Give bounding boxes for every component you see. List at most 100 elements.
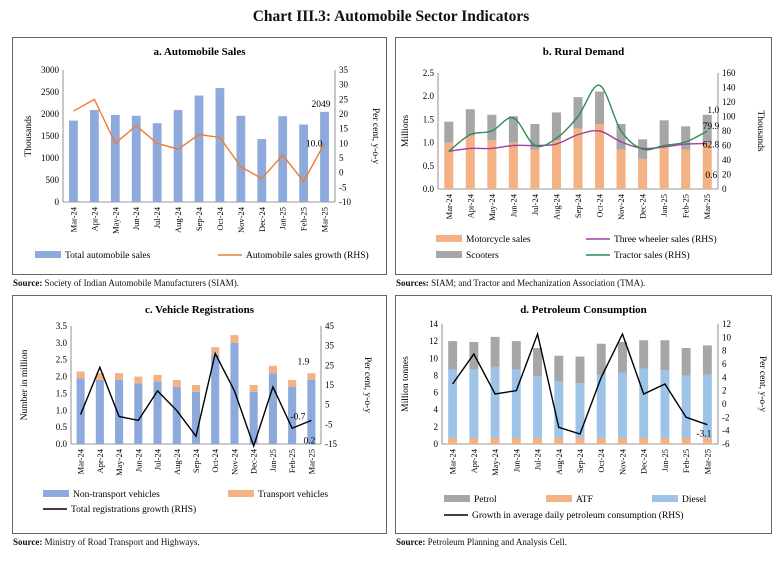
data-label: 1.0: [707, 106, 719, 116]
x-tick-label: Nov-24: [229, 448, 239, 475]
x-tick-label: Mar-24: [444, 193, 454, 219]
y-axis-label: Million tonnes: [401, 356, 411, 412]
data-label: -0.7: [290, 412, 305, 422]
line-growth-in-average-daily-petroleum-consumption-rhs-: [452, 331, 708, 435]
source-rural-demand: Sources: SIAM; and Tractor and Mechaniza…: [396, 278, 646, 288]
bar-petrol: [681, 348, 691, 376]
bar-atf: [554, 438, 564, 444]
bar-petrol: [618, 342, 627, 373]
y-tick-label: 0.0: [423, 184, 435, 194]
bar-atf: [639, 438, 649, 444]
bar-non-transport-vehicles: [249, 391, 258, 444]
x-tick-label: Nov-24: [236, 206, 246, 233]
y2-tick-label: -15: [325, 439, 337, 449]
x-tick-label: Jan-25: [268, 449, 278, 472]
bar-diesel: [681, 375, 691, 438]
y2-tick-label: 0: [722, 184, 727, 194]
chart-title: b. Rural Demand: [543, 46, 625, 58]
x-tick-label: Sep-24: [191, 448, 201, 473]
bar-non-transport-vehicles: [172, 386, 181, 444]
y2-tick-label: -5: [339, 182, 347, 192]
data-label: 62.8: [703, 140, 720, 150]
y-axis-label: Number in million: [20, 349, 30, 420]
bar-petrol: [596, 343, 606, 375]
y2-tick-label: 15: [325, 380, 335, 390]
bar-petrol: [533, 348, 542, 377]
y-tick-label: 2500: [41, 87, 60, 97]
y2-tick-label: 160: [722, 68, 736, 78]
bar-total-automobile-sales: [152, 123, 162, 202]
line-three-wheeler-sales-rhs-: [448, 130, 708, 152]
y2-tick-label: 20: [722, 170, 732, 180]
legend-label: Transport vehicles: [258, 490, 328, 500]
bar-non-transport-vehicles: [230, 342, 239, 444]
x-tick-label: Aug-24: [172, 448, 182, 475]
x-tick-label: Sep-24: [575, 448, 585, 473]
main-title: Chart III.3: Automobile Sector Indicator…: [252, 8, 530, 25]
bar-diesel: [490, 366, 500, 438]
y-tick-label: 2000: [41, 109, 60, 119]
y2-tick-label: -2: [722, 412, 730, 422]
chart-vehicle-registrations: c. Vehicle Registrations 0.0 0.5 1.0 1.5 2.0 2…: [20, 304, 372, 515]
bar-total-automobile-sales: [278, 116, 288, 202]
panel-petroleum-consumption: d. Petroleum Consumption 0 2 4 6 8 10 12 14 -6 -4 -…: [395, 295, 772, 534]
legend-label: Tractor sales (RHS): [614, 250, 690, 261]
y2-tick-label: 100: [722, 112, 736, 122]
bar-diesel: [469, 369, 479, 438]
bar-transport-vehicles: [249, 385, 258, 392]
chart-title: a. Automobile Sales: [154, 46, 247, 58]
y-tick-label: 6: [434, 388, 439, 398]
bar-scooters: [465, 109, 475, 136]
legend-swatch: [436, 235, 462, 242]
bar-petrol: [702, 345, 712, 375]
x-tick-label: Dec-24: [639, 448, 649, 474]
x-tick-label: Oct-24: [596, 448, 606, 472]
bar-atf: [469, 438, 479, 444]
bar-diesel: [639, 368, 649, 438]
y-tick-label: 10: [429, 353, 439, 363]
x-tick-label: Aug-24: [173, 206, 183, 233]
y-tick-label: 0.0: [56, 439, 68, 449]
y-axis-label: Thousands: [24, 115, 34, 156]
bar-diesel: [596, 374, 606, 438]
legend-label: Total automobile sales: [65, 251, 151, 261]
bar-transport-vehicles: [76, 371, 85, 379]
y-tick-label: 2: [434, 422, 439, 432]
bar-scooters: [702, 114, 712, 143]
legend-label: ATF: [576, 495, 593, 505]
bar-non-transport-vehicles: [115, 379, 124, 444]
legend-label: Automobile sales growth (RHS): [246, 250, 369, 261]
bar-motorcycle-sales: [530, 149, 540, 189]
data-label: 79.9: [703, 122, 720, 132]
bar-motorcycle-sales: [551, 140, 561, 189]
x-tick-label: Feb-25: [681, 194, 691, 218]
y2-tick-label: 5: [339, 153, 344, 163]
y2-axis-label: Thousands: [755, 110, 765, 151]
bar-total-automobile-sales: [215, 88, 225, 202]
legend-swatch: [444, 495, 470, 502]
bar-motorcycle-sales: [508, 142, 518, 189]
bar-total-automobile-sales: [131, 115, 141, 202]
x-tick-label: Jun-24: [508, 193, 518, 217]
bar-diesel: [660, 370, 670, 438]
x-tick-label: May-24: [487, 193, 497, 221]
y2-tick-label: 2: [722, 386, 727, 396]
y-tick-label: 3000: [41, 65, 60, 75]
bar-petrol: [554, 355, 564, 382]
y-tick-label: 14: [429, 319, 439, 329]
bar-petrol: [575, 356, 585, 384]
x-tick-label: Oct-24: [215, 206, 225, 230]
y2-tick-label: 15: [339, 124, 349, 134]
bar-diesel: [511, 369, 521, 438]
bar-petrol: [660, 340, 670, 371]
x-tick-label: Dec-24: [257, 206, 267, 232]
legend-swatch: [43, 490, 69, 497]
data-label: 1.9: [298, 358, 310, 368]
bar-diesel: [533, 376, 542, 438]
x-tick-label: Feb-25: [287, 449, 297, 473]
chart-title: d. Petroleum Consumption: [520, 304, 647, 316]
bar-non-transport-vehicles: [95, 379, 104, 444]
x-tick-label: Mar-24: [76, 448, 86, 474]
y2-tick-label: -6: [722, 439, 730, 449]
bar-non-transport-vehicles: [288, 386, 297, 444]
